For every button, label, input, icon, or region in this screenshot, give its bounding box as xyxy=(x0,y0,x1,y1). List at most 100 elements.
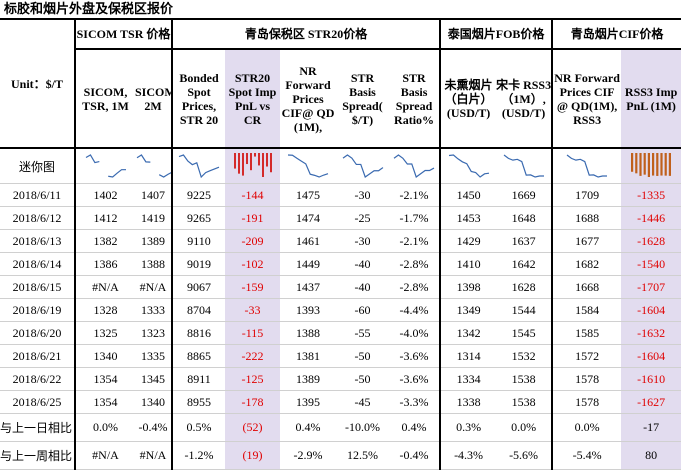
sparkline-bar xyxy=(253,153,256,157)
sparkline-bar xyxy=(265,153,268,167)
sparkline-bar xyxy=(269,153,272,173)
data-row: 2018/6/13 1382 1389 9110 -209 1461 -30 -2.1% 142… xyxy=(0,229,681,253)
sparkline xyxy=(566,154,608,178)
value-cell: -1335 xyxy=(621,183,681,207)
sparkline-bar xyxy=(660,153,663,176)
value-cell: -45 xyxy=(336,390,389,414)
data-row: 2018/6/12 1412 1419 9265 -191 1474 -25 -1.7% 145… xyxy=(0,206,681,230)
sparkline-line xyxy=(393,154,435,178)
summary-cell: -17 xyxy=(621,413,681,442)
value-cell: 9110 xyxy=(171,229,225,253)
value-cell: 1349 xyxy=(439,298,497,322)
summary-cell: 0.0% xyxy=(74,413,135,442)
value-cell: 9067 xyxy=(171,275,225,299)
sparkline-cell xyxy=(225,148,280,184)
value-cell: 1323 xyxy=(135,321,172,345)
value-cell: 1402 xyxy=(74,183,135,207)
sparkline xyxy=(631,153,672,177)
value-cell: -144 xyxy=(225,183,280,207)
value-cell: 1354 xyxy=(74,390,135,414)
sparkline xyxy=(448,154,489,178)
summary-label: 与上一周相比 xyxy=(0,441,75,470)
value-cell: 1637 xyxy=(496,229,553,253)
value-cell: -1628 xyxy=(621,229,681,253)
group-header-row: Unit：$/T SICOM TSR 价格 青岛保税区 STR20价格 泰国烟片FOB… xyxy=(0,18,681,149)
value-cell: -3.6% xyxy=(389,367,441,391)
value-cell: 8704 xyxy=(171,298,225,322)
summary-cell: -4.3% xyxy=(439,441,497,470)
value-cell: 1419 xyxy=(135,206,172,230)
value-cell: -3.3% xyxy=(389,390,441,414)
summary-cell: 0.0% xyxy=(496,413,553,442)
sparkline-line xyxy=(136,154,151,163)
value-cell: 1461 xyxy=(280,229,336,253)
table-title: 标胶和烟片外盘及保税区报价 xyxy=(4,1,174,16)
sparkline-bar xyxy=(664,153,667,176)
summary-cell: -0.4% xyxy=(389,441,441,470)
sparkline-line xyxy=(107,169,126,178)
table-body: Unit：$/T SICOM TSR 价格 青岛保税区 STR20价格 泰国烟片FOB… xyxy=(0,18,681,470)
date-cell: 2018/6/19 xyxy=(0,298,75,322)
summary-cell: (19) xyxy=(225,441,280,470)
date-cell: 2018/6/14 xyxy=(0,252,75,276)
value-cell: #N/A xyxy=(74,275,135,299)
sparkline xyxy=(233,153,272,177)
value-cell: 1544 xyxy=(496,298,553,322)
summary-cell: 0.5% xyxy=(171,413,225,442)
summary-cell: 80 xyxy=(621,441,681,470)
sparkline-bar xyxy=(257,153,260,166)
sparkline-line xyxy=(566,154,608,178)
date-cell: 2018/6/25 xyxy=(0,390,75,414)
value-cell: 1642 xyxy=(496,252,553,276)
date-cell: 2018/6/21 xyxy=(0,344,75,368)
value-cell: -191 xyxy=(225,206,280,230)
value-cell: 1334 xyxy=(439,367,497,391)
value-cell: -102 xyxy=(225,252,280,276)
column-header: STR Basis Spread Ratio% xyxy=(389,49,441,149)
summary-cell: (52) xyxy=(225,413,280,442)
summary-cell: #N/A xyxy=(74,441,135,470)
value-cell: -4.0% xyxy=(389,321,441,345)
value-cell: -178 xyxy=(225,390,280,414)
sparkline-cell xyxy=(389,148,441,184)
value-cell: -33 xyxy=(225,298,280,322)
value-cell: 8816 xyxy=(171,321,225,345)
sparkline-bar xyxy=(647,153,651,177)
value-cell: 1437 xyxy=(280,275,336,299)
value-cell: 1668 xyxy=(551,275,622,299)
value-cell: 1628 xyxy=(496,275,553,299)
value-cell: -60 xyxy=(336,298,389,322)
value-cell: 1393 xyxy=(280,298,336,322)
value-cell: 1382 xyxy=(74,229,135,253)
group-header: 青岛保税区 STR20价格 xyxy=(170,18,441,50)
sparkline-cell xyxy=(439,148,497,184)
value-cell: -1610 xyxy=(621,367,681,391)
value-cell: 9225 xyxy=(171,183,225,207)
value-cell: 8911 xyxy=(171,367,225,391)
data-row: 2018/6/19 1328 1333 8704 -33 1393 -60 -4.4% 1349… xyxy=(0,298,681,322)
value-cell: -1707 xyxy=(621,275,681,299)
value-cell: 1388 xyxy=(280,321,336,345)
value-cell: -55 xyxy=(336,321,389,345)
data-row: 2018/6/21 1340 1335 8865 -222 1381 -50 -3.6% 131… xyxy=(0,344,681,368)
date-cell: 2018/6/15 xyxy=(0,275,75,299)
value-cell: 8955 xyxy=(171,390,225,414)
value-cell: -1632 xyxy=(621,321,681,345)
sparkline-bar xyxy=(639,153,642,176)
value-cell: 9019 xyxy=(171,252,225,276)
value-cell: -40 xyxy=(336,252,389,276)
value-cell: -40 xyxy=(336,275,389,299)
value-cell: 1338 xyxy=(439,390,497,414)
value-cell: 1388 xyxy=(135,252,172,276)
summary-cell: 0.4% xyxy=(280,413,336,442)
column-header: NR Forward Prices CIF @ QD(1M), RSS3 xyxy=(551,49,622,149)
value-cell: 1407 xyxy=(135,183,172,207)
value-cell: 1538 xyxy=(496,367,553,391)
sparkline xyxy=(85,154,126,178)
value-cell: 1386 xyxy=(74,252,135,276)
column-header: STR Basis Spread( $/T) xyxy=(336,49,389,149)
value-cell: -30 xyxy=(336,229,389,253)
summary-cell: -10.0% xyxy=(336,413,389,442)
sparkline-bar xyxy=(652,153,655,176)
